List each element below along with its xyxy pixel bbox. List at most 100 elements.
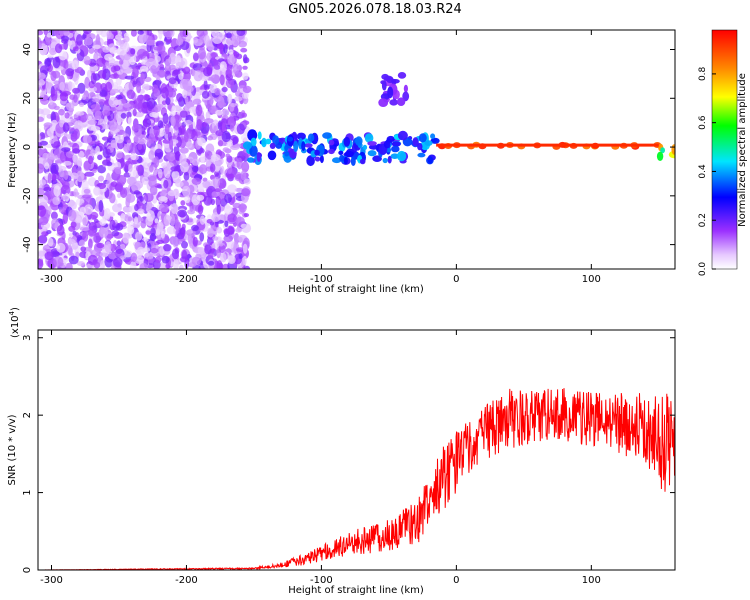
heatmap-cell — [226, 173, 235, 179]
heatmap-cell — [63, 30, 70, 37]
heatmap-cell — [50, 211, 58, 220]
x-tick-label: -100 — [310, 575, 333, 586]
heatmap-cell — [137, 142, 143, 150]
heatmap-cell — [53, 141, 61, 148]
spectrogram-x-label: Height of straight line (km) — [288, 284, 424, 295]
heatmap-cell — [65, 68, 75, 77]
heatmap-cell — [126, 176, 137, 186]
heatmap-cell — [222, 147, 230, 153]
x-tick-label: -300 — [40, 575, 63, 586]
x-tick-label: -200 — [175, 274, 198, 285]
heatmap-cell — [211, 191, 217, 198]
heatmap-cell — [147, 100, 154, 112]
heatmap-cell — [412, 137, 419, 147]
heatmap-cell — [207, 135, 214, 141]
colorbar-tick-label: 0.2 — [698, 213, 708, 227]
heatmap-cell — [121, 59, 129, 70]
heatmap-cell — [177, 209, 188, 218]
heatmap-cell — [387, 86, 394, 99]
heatmap-cell — [43, 122, 53, 128]
heatmap-cell — [380, 80, 386, 85]
heatmap-cell — [71, 241, 79, 250]
heatmap-cell — [121, 97, 127, 105]
heatmap-cell — [69, 30, 74, 34]
heatmap-cell — [93, 186, 101, 196]
heatmap-cell — [110, 88, 120, 94]
x-tick-label: -200 — [175, 575, 198, 586]
heatmap-cell — [81, 94, 87, 100]
heatmap-cell — [196, 194, 205, 201]
heatmap-cell — [137, 139, 146, 145]
heatmap-cell — [170, 166, 179, 172]
heatmap-cell — [242, 65, 248, 70]
heatmap-cell — [192, 217, 198, 223]
heatmap-cell — [184, 195, 191, 204]
heatmap-cell — [63, 160, 72, 166]
heatmap-cell — [144, 83, 150, 92]
colorbar-tick-label: 0.6 — [698, 115, 708, 130]
heatmap-cell — [145, 230, 151, 235]
heatmap-cell — [144, 252, 153, 260]
heatmap-cell — [227, 184, 237, 194]
heatmap-cell — [210, 154, 221, 161]
heatmap-cell — [136, 82, 142, 94]
heatmap-cell — [42, 152, 49, 161]
heatmap-cell — [191, 130, 198, 142]
heatmap-cell — [196, 30, 204, 37]
heatmap-cell — [301, 141, 306, 152]
heatmap-cell — [430, 137, 440, 144]
heatmap-cell — [660, 147, 665, 154]
x-tick-label: 0 — [453, 274, 459, 285]
heatmap-cell — [58, 108, 65, 116]
heatmap-cell — [153, 156, 160, 168]
heatmap-cell — [233, 242, 238, 254]
heatmap-cell — [69, 94, 76, 100]
heatmap-cell — [96, 242, 105, 249]
heatmap-cell — [172, 248, 179, 260]
heatmap-cell — [193, 70, 203, 82]
heatmap-cell — [161, 255, 170, 264]
heatmap-cell — [136, 217, 144, 222]
heatmap-cell — [351, 143, 358, 153]
snr-y-multiplier: (x104) — [8, 307, 21, 338]
heatmap-cell — [225, 30, 233, 35]
heatmap-cell — [122, 232, 130, 244]
heatmap-cell — [127, 116, 132, 126]
heatmap-cell — [122, 250, 133, 258]
heatmap-cell — [109, 193, 116, 204]
heatmap-cell — [52, 56, 61, 69]
heatmap-cell — [72, 87, 80, 94]
heatmap-cell — [83, 37, 93, 46]
heatmap-cell — [120, 112, 127, 119]
heatmap-cell — [364, 133, 374, 143]
heatmap-cell — [38, 72, 46, 80]
heatmap-cell — [90, 104, 101, 110]
heatmap-cell — [241, 188, 251, 197]
heatmap-cell — [50, 89, 58, 102]
snr-y-label: SNR (10 * v/v) — [7, 414, 18, 485]
heatmap-cell — [201, 90, 210, 99]
heatmap-cell — [58, 165, 67, 172]
heatmap-cell — [242, 243, 248, 254]
heatmap-cell — [104, 61, 110, 67]
y-tick-label: 40 — [22, 43, 33, 56]
snr-series-line — [38, 388, 675, 570]
heatmap-cell — [359, 158, 366, 165]
heatmap-cell — [197, 182, 204, 193]
x-tick-label: -100 — [310, 274, 333, 285]
heatmap-cell — [82, 135, 93, 144]
heatmap-cell — [306, 155, 315, 167]
heatmap-cell — [199, 232, 205, 242]
heatmap-cell — [109, 243, 117, 252]
heatmap-cell — [243, 265, 251, 269]
heatmap-cell — [38, 163, 45, 174]
heatmap-cell — [243, 213, 249, 218]
heatmap-cell — [135, 231, 143, 241]
heatmap-cell — [110, 139, 117, 149]
heatmap-cell — [45, 35, 51, 46]
heatmap-cell — [178, 264, 184, 269]
heatmap-cell — [106, 30, 112, 38]
heatmap-cell — [235, 247, 245, 253]
heatmap-cell — [82, 194, 92, 199]
heatmap-cell — [186, 141, 193, 149]
